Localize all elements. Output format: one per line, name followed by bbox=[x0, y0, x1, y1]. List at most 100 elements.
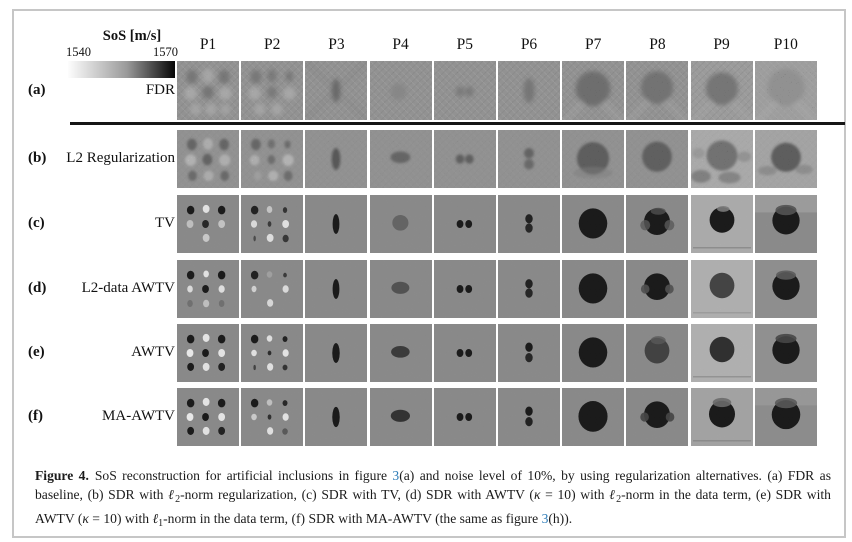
cell-e-P3 bbox=[305, 324, 368, 382]
row-method-label: L2 Regularization bbox=[66, 150, 175, 166]
cell-c-P8 bbox=[626, 195, 689, 253]
row-label-c: (c) TV bbox=[28, 215, 175, 232]
figure-3-link[interactable]: 3 bbox=[541, 511, 549, 527]
column-header-P5: P5 bbox=[456, 36, 473, 53]
cell-a-P4 bbox=[369, 61, 432, 120]
cell-d-P7 bbox=[562, 260, 625, 318]
cell-d-P8 bbox=[626, 260, 689, 318]
colorbar-gradient bbox=[68, 61, 175, 78]
row-method-label: L2-data AWTV bbox=[81, 280, 175, 296]
cell-c-P1 bbox=[177, 195, 239, 253]
cell-e-P10 bbox=[754, 324, 817, 382]
row-tag: (b) bbox=[28, 150, 47, 166]
column-header-P4: P4 bbox=[392, 36, 409, 53]
cell-a-P6 bbox=[498, 61, 560, 120]
cell-f-P7 bbox=[562, 388, 625, 446]
caption-text: SoS reconstruction for artificial inclus… bbox=[94, 468, 393, 483]
row-method-label: MA-AWTV bbox=[102, 408, 175, 424]
cell-b-P1 bbox=[177, 130, 239, 188]
cell-e-P5 bbox=[433, 324, 496, 382]
colorbar-ticks: 1540 1570 bbox=[66, 45, 178, 60]
column-header-P7: P7 bbox=[585, 36, 602, 53]
column-header-P10: P10 bbox=[773, 36, 798, 53]
cell-b-P6 bbox=[498, 130, 560, 188]
cell-e-P2 bbox=[241, 324, 304, 382]
caption-text: = 10) with bbox=[88, 511, 153, 527]
cell-b-P8 bbox=[626, 130, 689, 188]
cell-e-P8 bbox=[626, 324, 689, 382]
cell-c-P10 bbox=[754, 195, 817, 253]
row-label-e: (e) AWTV bbox=[28, 344, 175, 361]
cell-a-P3 bbox=[305, 61, 368, 120]
caption-text: ℓ bbox=[168, 487, 176, 503]
caption-text: κ bbox=[533, 487, 541, 503]
row-method-label: AWTV bbox=[131, 344, 175, 360]
cell-b-P4 bbox=[369, 130, 432, 188]
caption-text: κ bbox=[82, 511, 89, 527]
caption-text: Figure 4. bbox=[35, 468, 89, 483]
caption-text: -norm in the data term, (e) SDR with AWT… bbox=[35, 487, 831, 527]
cell-f-P4 bbox=[369, 388, 432, 446]
row-tag: (d) bbox=[28, 280, 47, 296]
cell-f-P6 bbox=[498, 388, 560, 446]
cell-f-P3 bbox=[305, 388, 368, 446]
cell-e-P7 bbox=[562, 324, 625, 382]
cell-a-P8 bbox=[626, 61, 689, 120]
caption-text: -norm regularization, (c) SDR with TV, (… bbox=[180, 487, 534, 503]
cell-c-P5 bbox=[433, 195, 496, 253]
caption-text: (a) and noise level of 10%, by using reg… bbox=[35, 468, 831, 503]
column-header-P9: P9 bbox=[713, 36, 730, 53]
row-method-label: TV bbox=[155, 215, 175, 231]
caption-text: 2 bbox=[175, 494, 181, 506]
cell-c-P3 bbox=[305, 195, 368, 253]
column-header-P6: P6 bbox=[520, 36, 538, 53]
cell-c-P9 bbox=[690, 195, 753, 253]
row-tag: (c) bbox=[28, 215, 45, 231]
caption-text: = 10) with bbox=[540, 487, 610, 503]
cell-e-P9 bbox=[690, 324, 753, 382]
cell-d-P5 bbox=[433, 260, 496, 318]
cell-f-P2 bbox=[241, 388, 304, 446]
cell-a-P1 bbox=[177, 61, 239, 120]
cell-c-P6 bbox=[498, 195, 560, 253]
row-method-label: FDR bbox=[145, 82, 175, 98]
cell-c-P7 bbox=[562, 195, 625, 253]
cell-b-P5 bbox=[433, 130, 496, 188]
cell-b-P9 bbox=[690, 130, 753, 188]
cell-e-P6 bbox=[498, 324, 560, 382]
cell-a-P9 bbox=[690, 61, 753, 120]
caption-text: (h)). bbox=[548, 511, 573, 527]
row-tag: (e) bbox=[28, 344, 45, 360]
caption-text: 1 bbox=[158, 518, 164, 530]
cell-c-P4 bbox=[369, 195, 432, 253]
row-tag: (a) bbox=[28, 82, 46, 98]
cell-a-P5 bbox=[433, 61, 496, 120]
cell-f-P8 bbox=[626, 388, 689, 446]
colorbar-title: SoS [m/s] bbox=[102, 28, 162, 44]
cell-d-P3 bbox=[305, 260, 368, 318]
figure-caption: Figure 4. SoS reconstruction for artifici… bbox=[35, 466, 831, 534]
cell-f-P10 bbox=[754, 388, 817, 446]
caption-text: 2 bbox=[616, 494, 622, 506]
cell-d-P1 bbox=[177, 260, 239, 318]
cell-a-P10 bbox=[754, 61, 817, 120]
colorbar-min-tick: 1540 bbox=[66, 45, 91, 59]
caption-text: ℓ bbox=[152, 511, 159, 527]
column-header-P3: P3 bbox=[328, 36, 345, 53]
row-label-b: (b) L2 Regularization bbox=[28, 150, 175, 167]
cell-d-P10 bbox=[754, 260, 817, 318]
figure-3-link[interactable]: 3 bbox=[392, 468, 400, 483]
colorbar-max-tick: 1570 bbox=[153, 45, 178, 59]
row-label-a: (a) FDR bbox=[28, 82, 175, 99]
column-header-P2: P2 bbox=[264, 36, 281, 53]
cell-e-P4 bbox=[369, 324, 432, 382]
row-tag: (f) bbox=[28, 408, 43, 424]
cell-b-P3 bbox=[305, 130, 368, 188]
row-a-separator-line bbox=[70, 122, 845, 125]
cell-d-P6 bbox=[498, 260, 560, 318]
column-header-P1: P1 bbox=[199, 36, 217, 53]
cell-f-P9 bbox=[690, 388, 753, 446]
caption-text: -norm in the data term, (f) SDR with MA-… bbox=[163, 511, 542, 527]
cell-c-P2 bbox=[241, 195, 304, 253]
